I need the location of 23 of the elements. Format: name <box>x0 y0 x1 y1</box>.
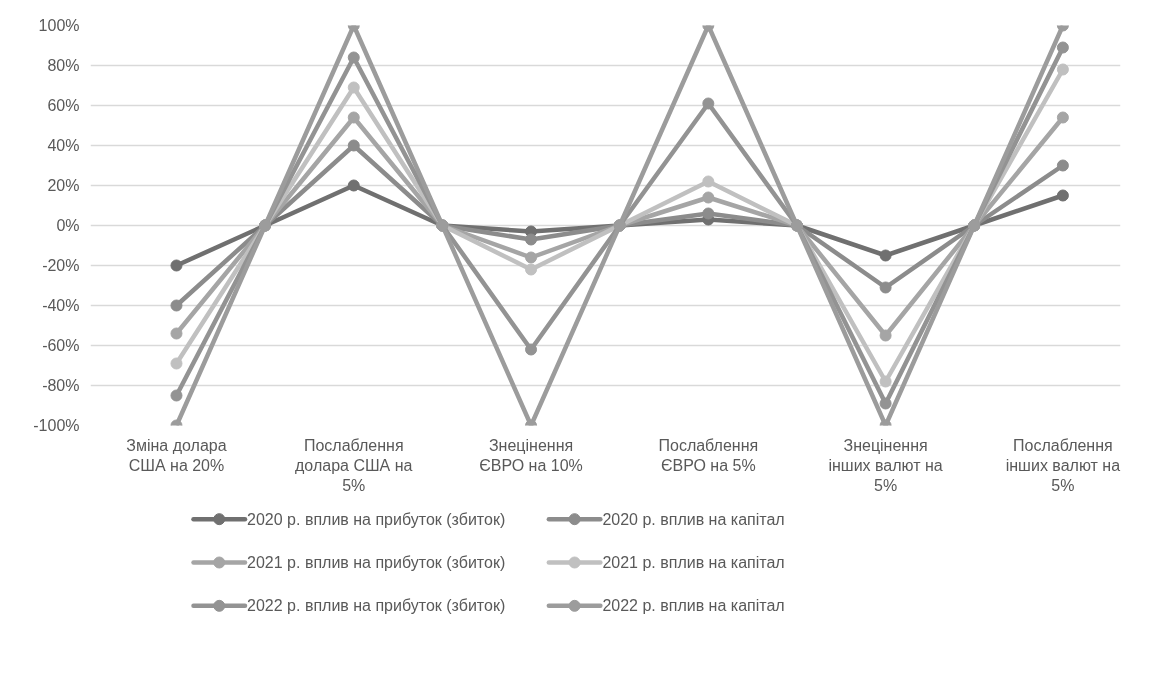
x-tick-label: Знецінення ЄВРО на 10% <box>479 436 583 474</box>
legend-label: 2021 р. вплив на прибуток (збиток) <box>247 554 506 571</box>
legend-label: 2020 р. вплив на прибуток (збиток) <box>247 510 506 528</box>
legend-label: 2020 р. вплив на капітал <box>602 510 785 528</box>
y-tick-label: -60% <box>42 337 80 354</box>
y-tick-label: 40% <box>47 137 80 154</box>
x-tick-label: Послаблення долара США на 5% <box>295 436 413 495</box>
legend-label: 2021 р. вплив на капітал <box>602 554 785 571</box>
y-tick-label: 0% <box>56 217 80 234</box>
y-tick-label: 60% <box>47 97 80 114</box>
legend-label: 2022 р. вплив на прибуток (збиток) <box>247 597 506 615</box>
y-tick-label: -100% <box>33 417 80 434</box>
x-tick-label: Знецінення інших валют на 5% <box>828 436 943 495</box>
y-tick-label: 100% <box>38 17 80 34</box>
x-tick-label: Зміна долара США на 20% <box>126 436 227 474</box>
legend-label: 2022 р. вплив на капітал <box>602 597 785 615</box>
y-tick-label: 80% <box>47 57 80 74</box>
y-tick-label: 20% <box>47 177 80 194</box>
x-tick-label: Послаблення ЄВРО на 5% <box>658 436 759 474</box>
y-tick-label: -80% <box>42 377 80 394</box>
y-tick-label: -40% <box>42 297 80 314</box>
y-tick-label: -20% <box>42 257 80 274</box>
x-tick-label: Послаблення інших валют на 5% <box>1005 436 1121 495</box>
